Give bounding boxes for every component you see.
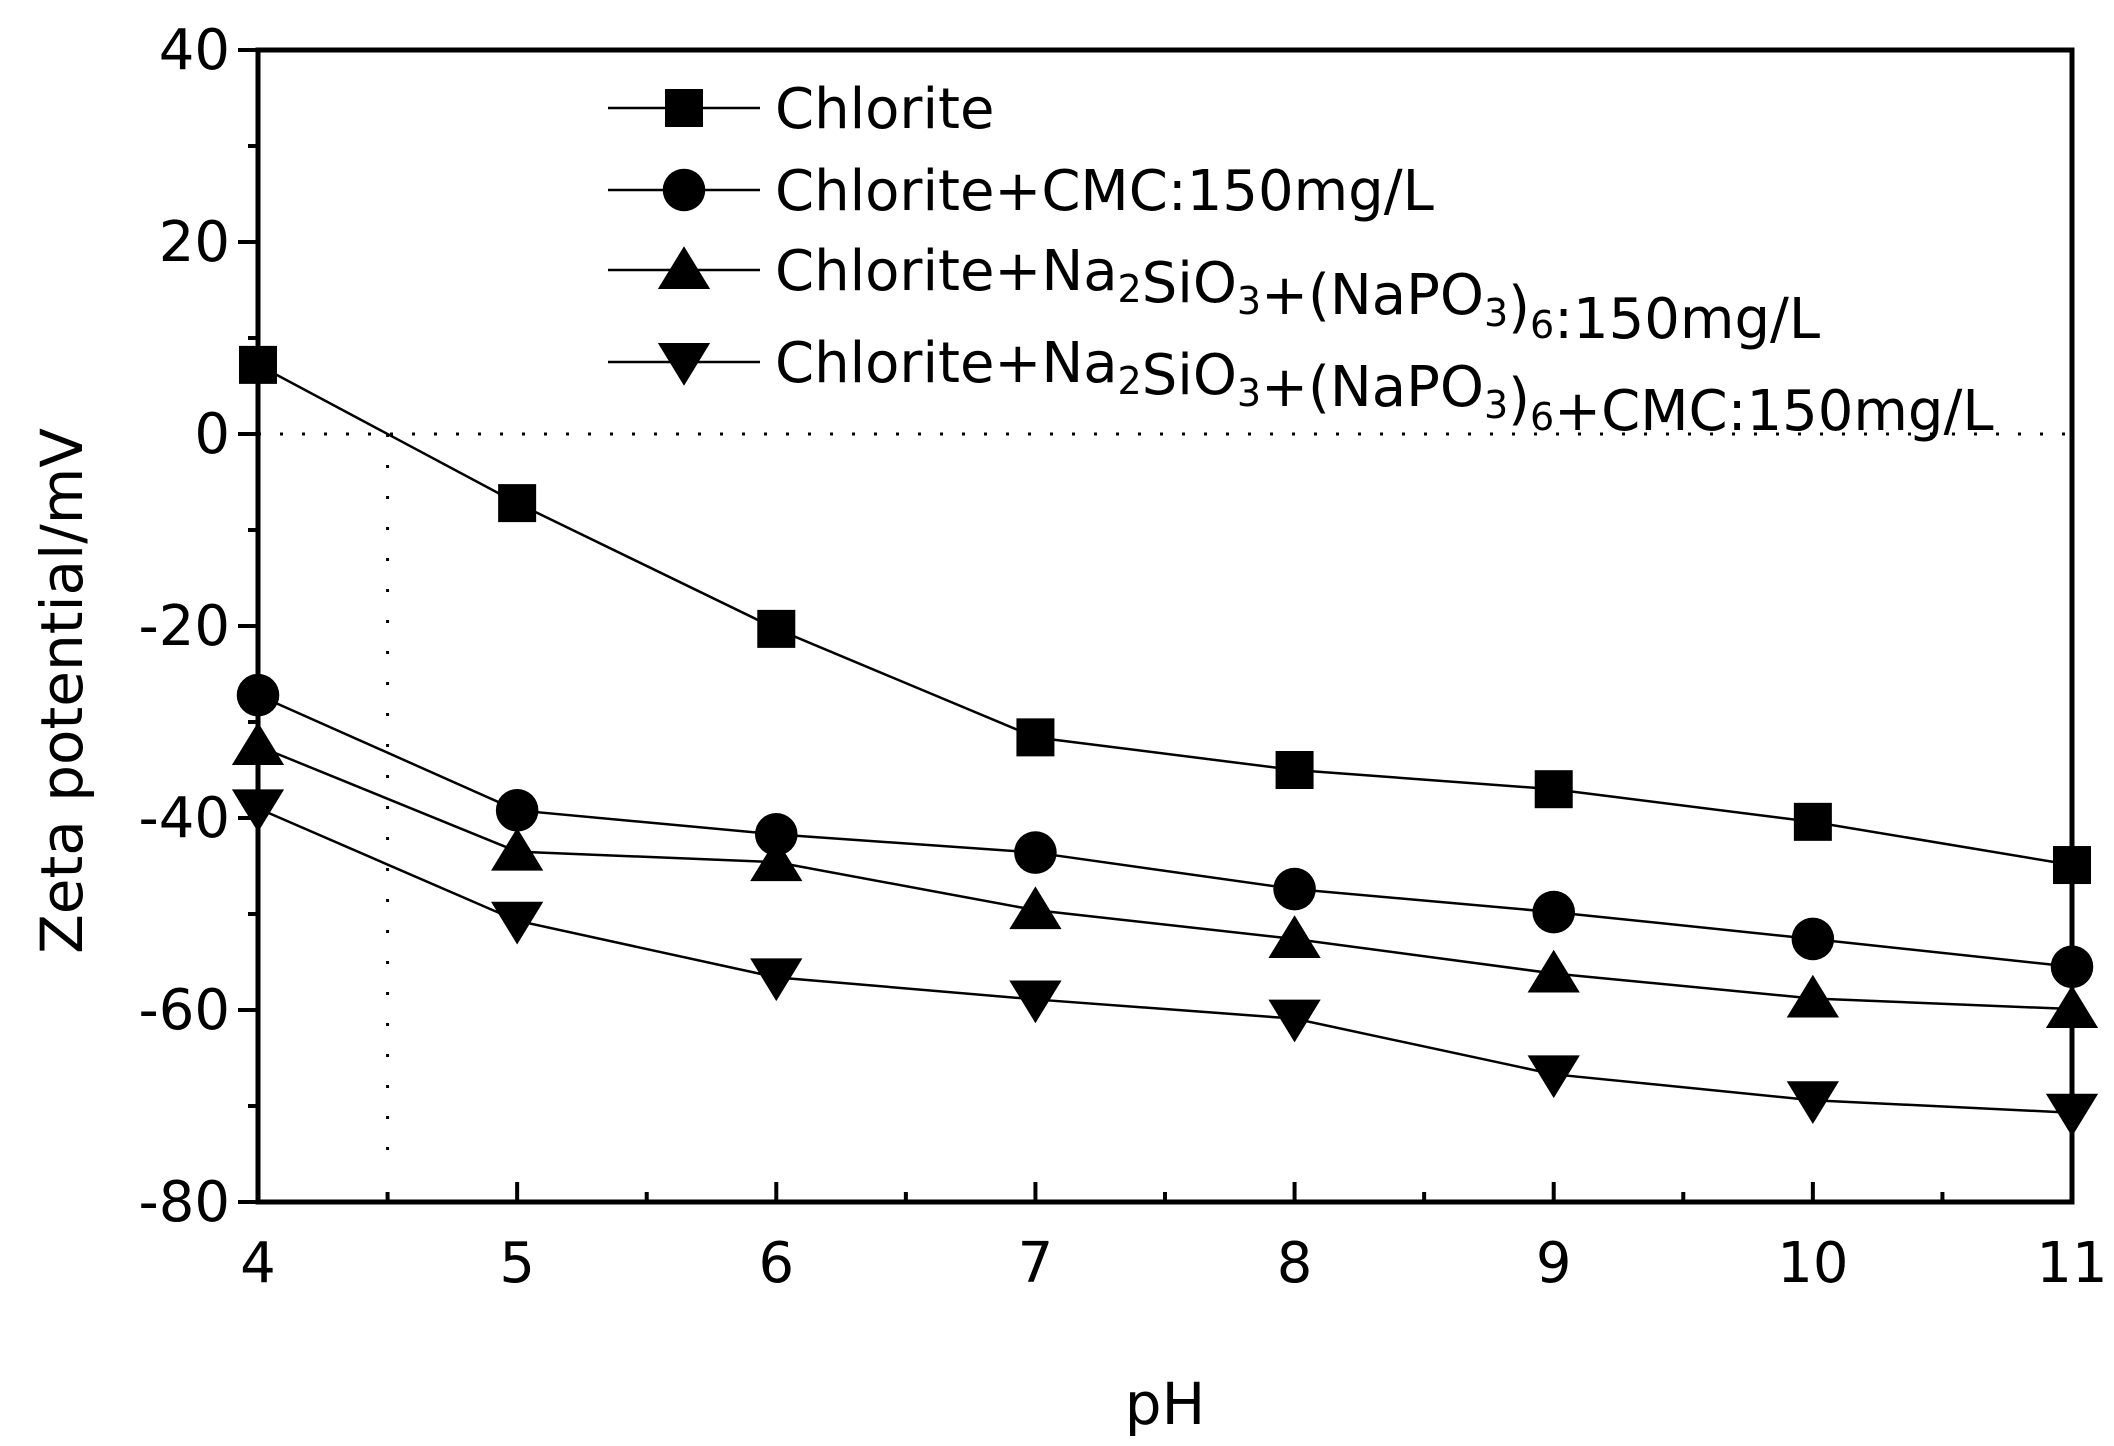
legend-label: Chlorite+Na2SiO3+(NaPO3)6+CMC:150mg/L (775, 331, 1994, 444)
legend-entry-1: Chlorite (608, 77, 994, 142)
data-point (2045, 985, 2099, 1029)
series-line (257, 807, 2073, 1114)
series-3 (231, 722, 2099, 1029)
data-point (1527, 949, 1580, 993)
data-point (1009, 980, 1062, 1024)
data-point (755, 813, 798, 856)
series-line (257, 744, 2073, 1011)
series-1 (239, 345, 2091, 885)
data-point (491, 901, 544, 945)
series-2 (236, 673, 2094, 989)
x-tick-label: 9 (1536, 1231, 1572, 1296)
y-tick-label: 20 (159, 210, 230, 275)
data-point (495, 789, 539, 832)
y-tick-label: -80 (139, 1170, 230, 1235)
data-point (750, 838, 803, 882)
legend-label-text: :150mg/L (1554, 287, 1820, 352)
x-tick-label: 11 (2036, 1231, 2107, 1296)
legend-label-subscript: 2 (1118, 267, 1142, 311)
legend-label-text: SiO (1142, 251, 1237, 316)
data-point (1014, 831, 1057, 874)
y-tick-label: -60 (139, 978, 230, 1043)
legend-label-text: SiO (1142, 343, 1237, 408)
legend-label-text: ) (1508, 367, 1530, 432)
series-line (257, 363, 2073, 867)
x-tick-label: 6 (758, 1231, 794, 1296)
legend-label-text: Chlorite+CMC:150mg/L (775, 159, 1434, 224)
legend-label-subscript: 3 (1237, 371, 1261, 415)
legend-label-text: +(NaPO (1261, 263, 1484, 328)
legend-entry-4: Chlorite+Na2SiO3+(NaPO3)6+CMC:150mg/L (608, 331, 1994, 444)
legend-label: Chlorite (775, 77, 994, 142)
data-point (2045, 1093, 2099, 1137)
data-point (2053, 846, 2091, 885)
x-tick-label: 5 (499, 1231, 535, 1296)
y-tick-label: 40 (159, 18, 230, 83)
legend-label-subscript: 6 (1530, 303, 1554, 347)
legend-label-text: Chlorite+Na (775, 239, 1118, 304)
data-point (1793, 802, 1832, 841)
legend-entry-3: Chlorite+Na2SiO3+(NaPO3)6:150mg/L (608, 239, 1820, 352)
x-tick-label: 7 (1018, 1231, 1054, 1296)
legend-marker (662, 168, 706, 212)
data-point (1268, 915, 1321, 958)
data-point (239, 345, 277, 384)
legend-label-text: +(NaPO (1261, 355, 1484, 420)
data-point (2050, 945, 2094, 989)
data-point (1527, 1055, 1580, 1099)
legend-label-subscript: 2 (1118, 359, 1142, 403)
data-point (750, 958, 803, 1002)
data-point (1786, 1081, 1839, 1124)
data-point (1786, 974, 1839, 1018)
legend-label: Chlorite+CMC:150mg/L (775, 159, 1434, 224)
legend-marker (665, 89, 703, 127)
data-point (1273, 867, 1316, 911)
x-tick-label: 4 (240, 1231, 276, 1296)
data-point (1009, 886, 1062, 930)
series-line (257, 693, 2073, 969)
x-tick-label: 10 (1777, 1231, 1848, 1296)
data-point (491, 827, 544, 871)
data-point (1016, 718, 1055, 757)
x-axis-title: pH (1125, 1370, 1205, 1438)
series-4 (231, 789, 2099, 1137)
legend-label-subscript: 3 (1484, 291, 1508, 335)
legend-label-subscript: 6 (1530, 395, 1554, 439)
legend: ChloriteChlorite+CMC:150mg/LChlorite+Na2… (608, 77, 1994, 444)
data-point (231, 722, 285, 765)
y-tick-label: 0 (194, 402, 230, 467)
legend-label: Chlorite+Na2SiO3+(NaPO3)6:150mg/L (775, 239, 1820, 352)
data-point (1534, 770, 1573, 809)
data-point (1791, 917, 1835, 961)
data-point (236, 673, 280, 717)
legend-label-subscript: 3 (1237, 279, 1261, 323)
data-point (498, 484, 537, 523)
y-tick-label: -40 (139, 786, 230, 851)
legend-label-text: Chlorite+Na (775, 331, 1118, 396)
legend-entry-2: Chlorite+CMC:150mg/L (608, 159, 1434, 224)
data-point (1268, 999, 1321, 1043)
legend-marker (657, 343, 711, 386)
legend-label-subscript: 3 (1484, 383, 1508, 427)
data-point (1532, 890, 1575, 934)
x-tick-label: 8 (1277, 1231, 1313, 1296)
y-tick-label: -20 (139, 594, 230, 659)
series-layer (231, 345, 2099, 1137)
legend-label-text: +CMC:150mg/L (1554, 379, 1993, 444)
data-point (231, 789, 285, 833)
data-point (1275, 751, 1314, 789)
y-axis-title: Zeta potential/mV (28, 428, 96, 954)
legend-label-text: ) (1508, 275, 1530, 340)
legend-marker (657, 246, 711, 289)
axes: 4 5 6 7 8 9 10 11 -80 -60 -40 -20 0 20 40 pH Zeta potent… (28, 18, 2108, 1438)
legend-label-text: Chlorite (775, 77, 994, 142)
data-point (757, 609, 796, 648)
